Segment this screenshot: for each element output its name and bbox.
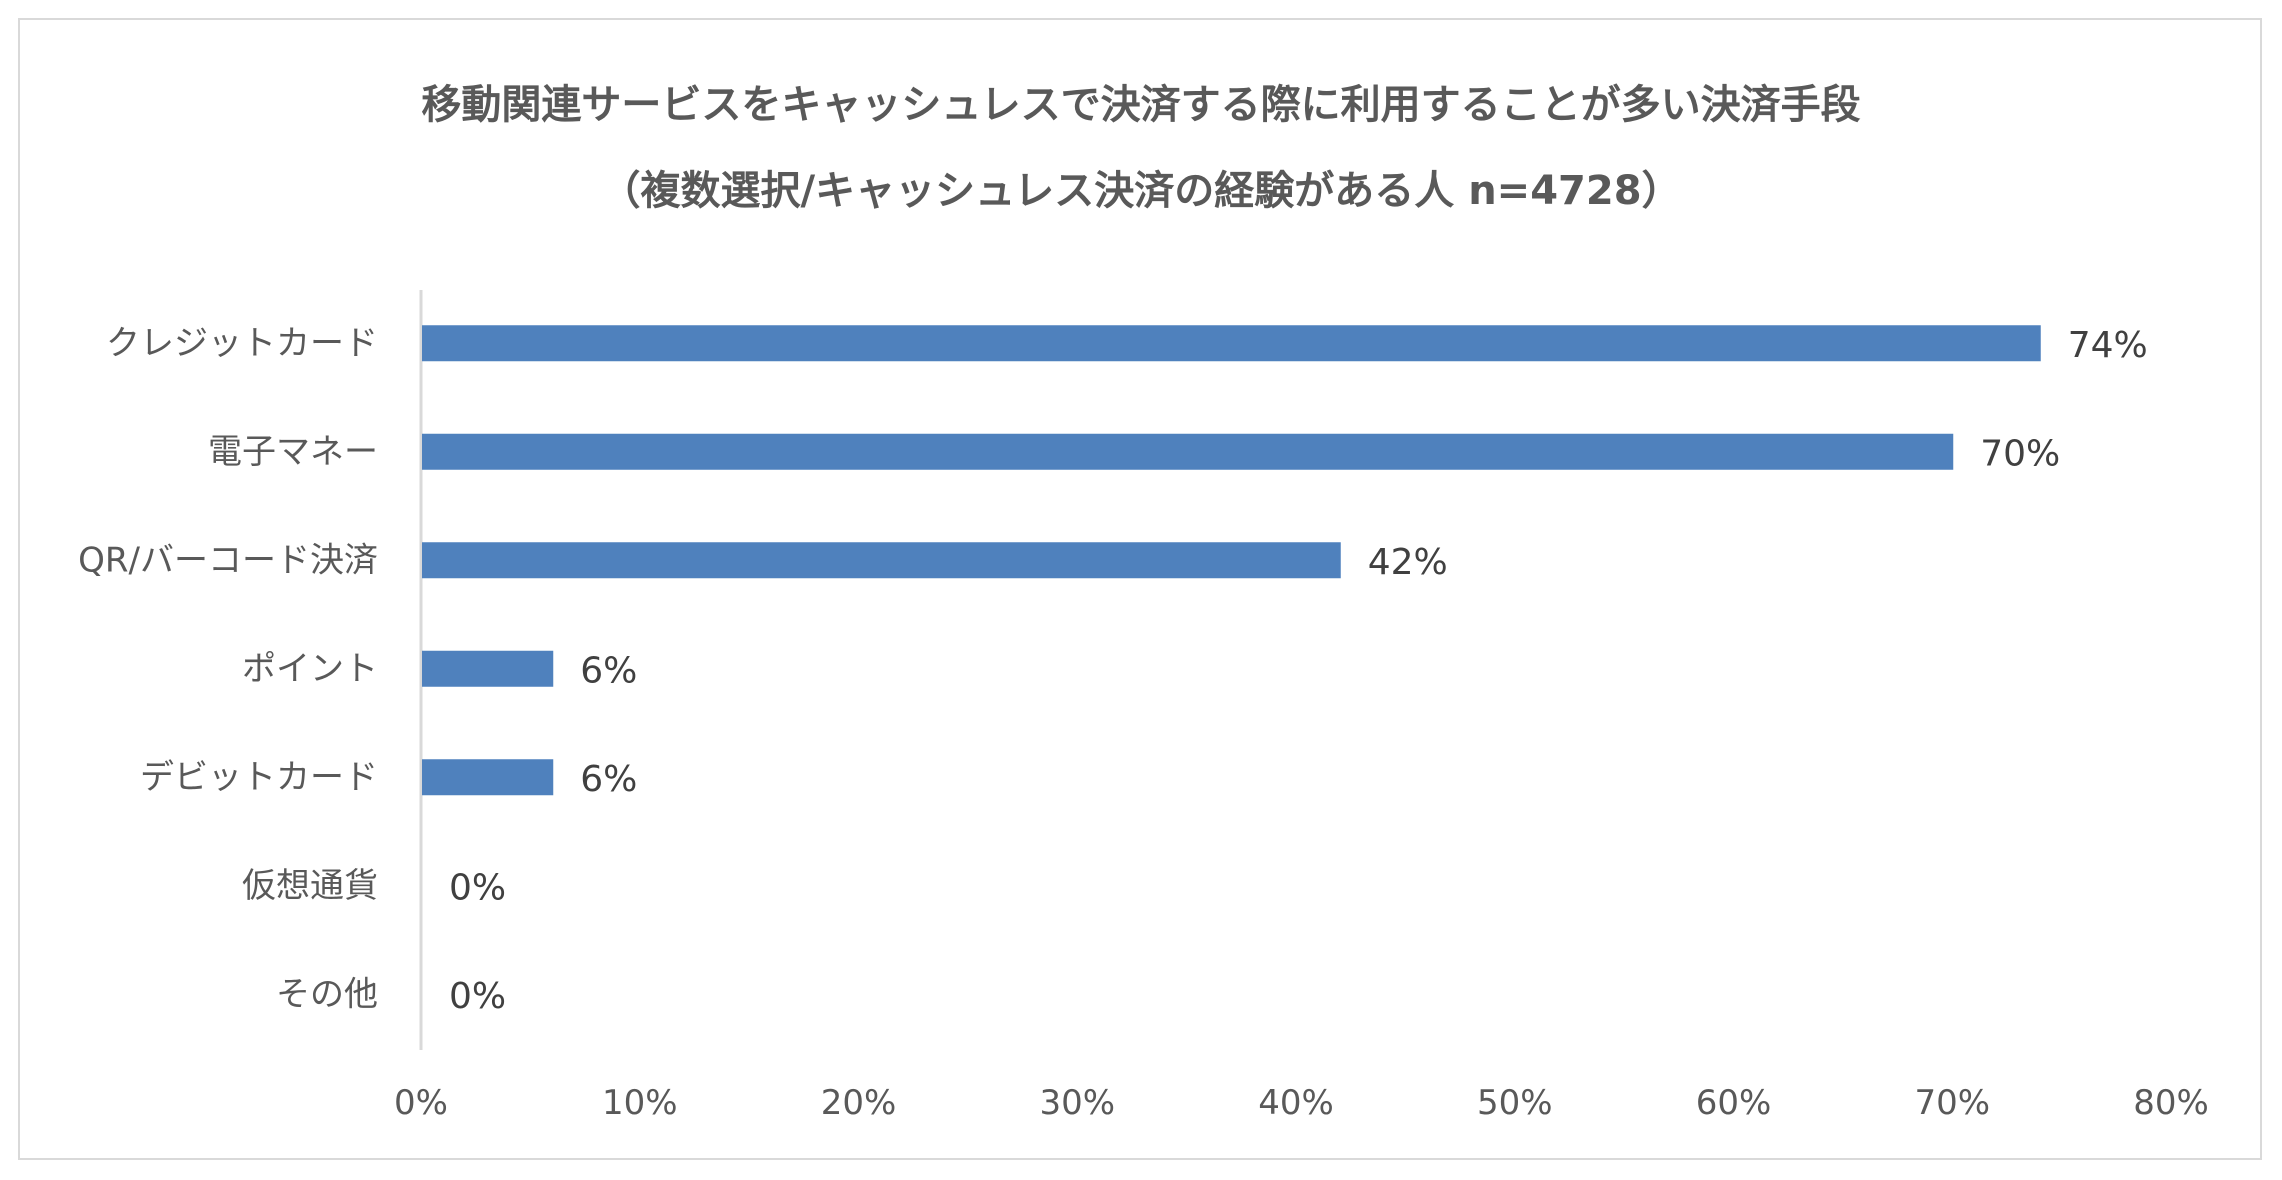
data-label: 70%	[1980, 433, 2060, 474]
x-tick-label: 10%	[602, 1083, 678, 1123]
x-tick-label: 80%	[2133, 1083, 2209, 1123]
category-label: クレジットカード	[106, 323, 378, 363]
category-label: デビットカード	[140, 757, 378, 797]
chart-subtitle: （複数選択/キャッシュレス決済の経験がある人 n=4728）	[600, 168, 1682, 214]
data-label: 74%	[2068, 325, 2148, 366]
category-label: QR/バーコード決済	[78, 540, 378, 580]
category-label: 仮想通貨	[242, 866, 378, 906]
bar	[422, 325, 2041, 362]
chart-title: 移動関連サービスをキャッシュレスで決済する際に利用することが多い決済手段	[421, 82, 1861, 128]
bar	[422, 542, 1341, 579]
x-tick-label: 50%	[1477, 1083, 1553, 1123]
x-tick-label: 20%	[821, 1083, 897, 1123]
data-label: 0%	[449, 867, 506, 908]
x-tick-label: 70%	[1914, 1083, 1990, 1123]
category-label: その他	[276, 974, 378, 1014]
data-label: 42%	[1368, 542, 1448, 583]
x-tick-label: 40%	[1258, 1083, 1334, 1123]
data-label: 6%	[580, 759, 637, 800]
data-label: 6%	[580, 650, 637, 691]
category-label: ポイント	[242, 649, 378, 689]
x-tick-label: 30%	[1039, 1083, 1115, 1123]
category-label: 電子マネー	[208, 432, 378, 472]
x-tick-label: 60%	[1696, 1083, 1772, 1123]
bar	[422, 433, 1954, 470]
bar	[422, 759, 554, 796]
data-label: 0%	[449, 976, 506, 1017]
bar	[422, 650, 554, 687]
x-tick-label: 0%	[394, 1083, 448, 1123]
chart-frame	[18, 18, 2262, 1160]
